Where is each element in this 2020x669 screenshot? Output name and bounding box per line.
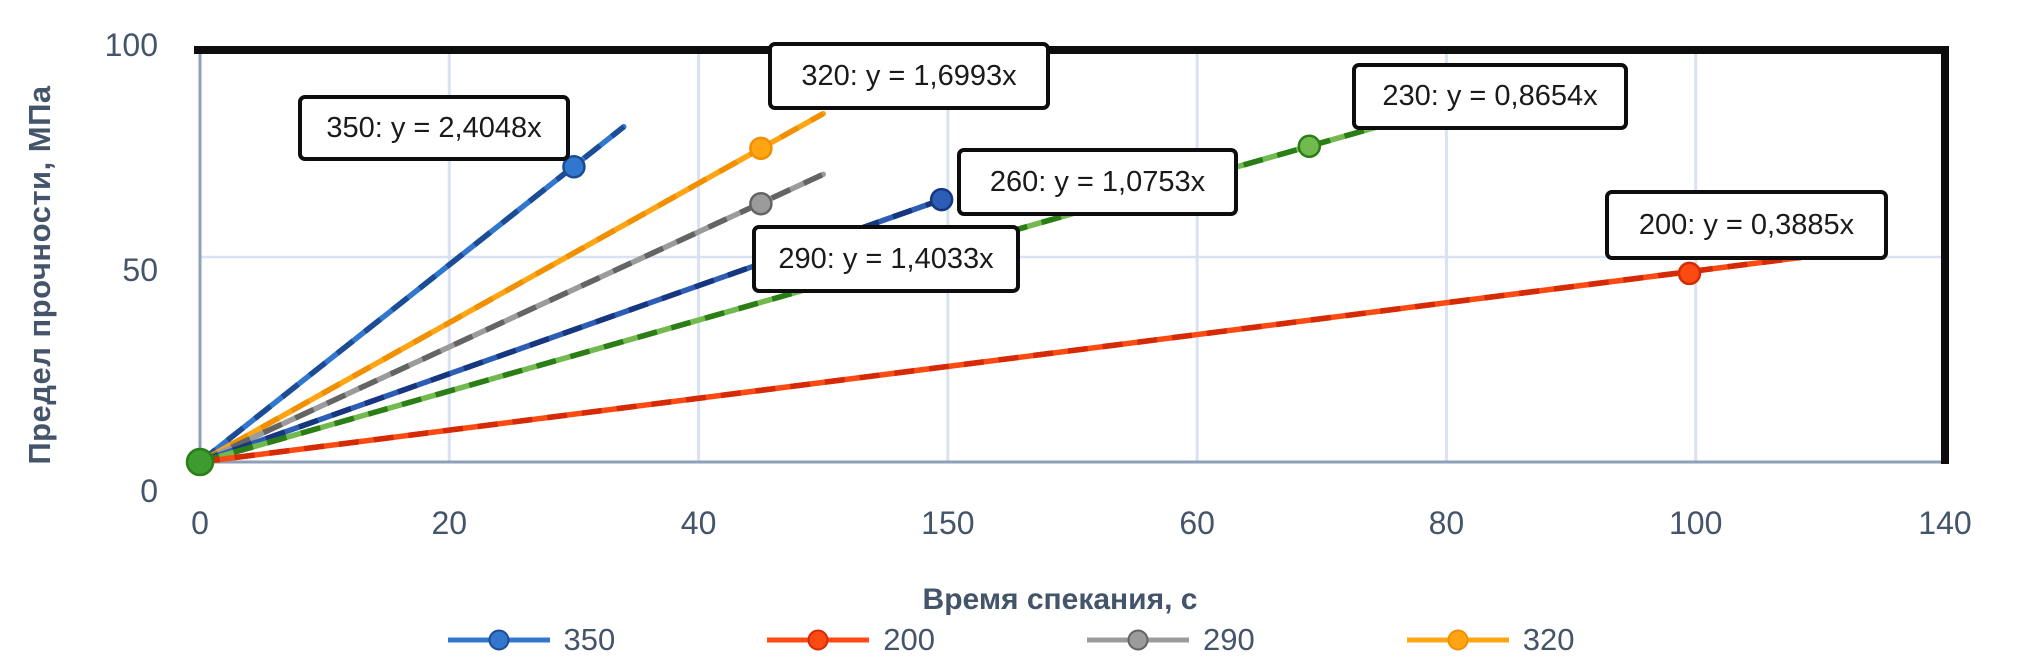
legend-marker <box>488 629 510 651</box>
y-tick-label: 0 <box>140 473 158 509</box>
x-tick-label: 40 <box>680 505 717 541</box>
x-axis-title: Время спекания, с <box>922 583 1198 616</box>
marker-290 <box>749 191 773 216</box>
x-tick-label: 0 <box>191 505 209 541</box>
legend-label: 320 <box>1522 622 1575 657</box>
x-tick-label: 140 <box>1918 505 1972 541</box>
legend-label: 350 <box>563 622 616 657</box>
series-line-350 <box>197 124 627 465</box>
y-tick-label: 100 <box>104 27 158 63</box>
trendline-label-260: 260: y = 1,0753x <box>957 148 1238 216</box>
trendline-260 <box>199 194 949 465</box>
trendline-label-230: 230: y = 0,8654x <box>1352 63 1628 130</box>
legend-key-line-icon <box>447 629 550 651</box>
marker-200 <box>1677 261 1702 286</box>
x-tick-label: 80 <box>1428 505 1465 541</box>
trendline-200 <box>199 252 1815 465</box>
legend-label: 200 <box>883 622 935 657</box>
trendline-label-200: 200: y = 0,3885x <box>1605 190 1888 260</box>
trendline-290 <box>198 171 825 465</box>
legend-item-290: 290 <box>1085 622 1255 658</box>
marker-230 <box>185 447 215 477</box>
marker-230 <box>1297 134 1322 159</box>
trendline-label-320: 320: y = 1,6993x <box>768 42 1050 110</box>
legend-marker <box>807 629 829 651</box>
trendline-320 <box>198 111 825 465</box>
legend-key-line-icon <box>767 629 870 651</box>
x-tick-label: 100 <box>1669 505 1723 541</box>
legend-marker <box>1447 629 1469 651</box>
legend-item-320: 320 <box>1405 622 1575 658</box>
marker-350 <box>562 155 586 179</box>
x-tick-label: 60 <box>1179 505 1215 541</box>
legend-key-line-icon <box>1406 629 1509 651</box>
x-tick-label: 150 <box>921 505 975 541</box>
marker-320 <box>749 136 773 161</box>
legend-marker <box>1127 629 1149 651</box>
trendline-label-290: 290: y = 1,4033x <box>752 225 1020 293</box>
legend-key-line-icon <box>1087 629 1189 651</box>
legend: 350 200 290 320 <box>0 622 2020 658</box>
legend-item-200: 200 <box>765 622 935 658</box>
legend-label: 290 <box>1203 622 1255 657</box>
trendline-label-350: 350: y = 2,4048x <box>298 95 570 161</box>
marker-260 <box>929 187 954 212</box>
x-tick-label: 20 <box>431 505 468 541</box>
legend-item-350: 350 <box>446 622 616 658</box>
y-tick-label: 50 <box>122 252 158 288</box>
